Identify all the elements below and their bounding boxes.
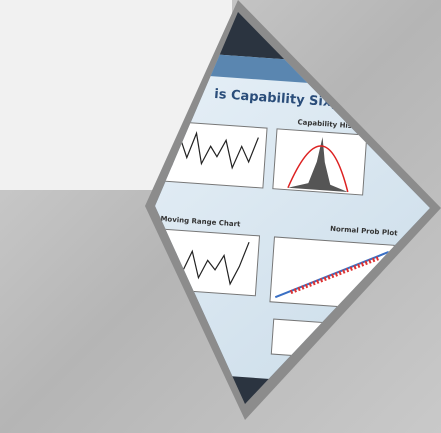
- curve: [287, 145, 349, 193]
- histogram: [287, 137, 348, 192]
